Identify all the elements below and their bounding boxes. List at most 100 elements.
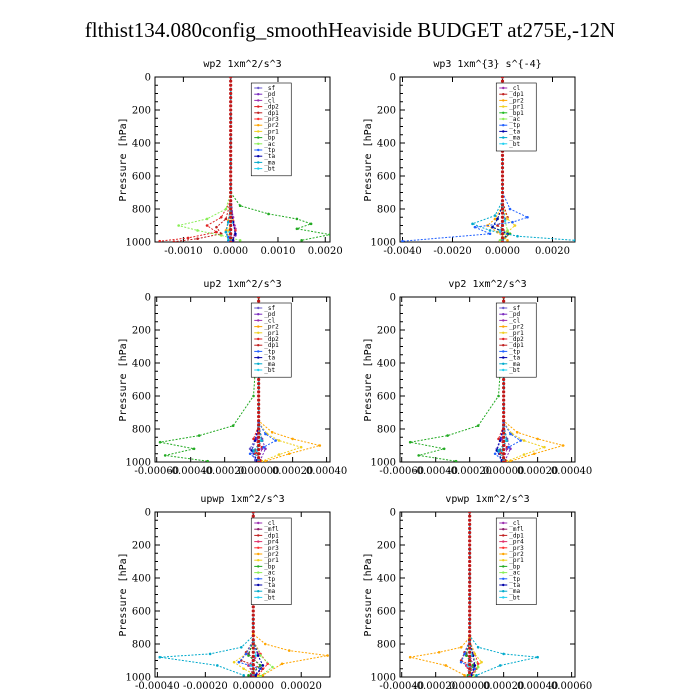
x-tick-label: 0.00000	[238, 466, 279, 477]
legend-entry: _ta	[509, 128, 520, 135]
data-point	[249, 664, 253, 667]
legend-entry: _bp1	[509, 110, 524, 117]
legend-entry: _tp	[264, 348, 275, 355]
data-point	[488, 229, 492, 232]
chart-title: up2 1xm^2/s^3	[203, 279, 281, 290]
data-point	[526, 215, 529, 219]
x-tick-label: 0.00040	[551, 466, 592, 477]
data-point	[249, 674, 253, 677]
data-point	[503, 219, 507, 222]
series-line-pr2	[410, 512, 471, 676]
legend-marker	[257, 577, 260, 580]
zero-profile-point	[502, 390, 506, 394]
zero-profile-point	[229, 182, 233, 186]
data-point	[237, 660, 241, 664]
zero-profile-point	[468, 551, 472, 555]
legend-marker	[502, 93, 505, 96]
y-tick-label: 400	[132, 359, 151, 370]
data-point	[247, 674, 250, 677]
legend-marker	[502, 528, 505, 531]
data-point	[506, 217, 509, 221]
legend-entry: _cl	[509, 317, 520, 324]
zero-profile-point	[502, 427, 506, 431]
data-point	[242, 674, 245, 677]
plot-frame	[154, 76, 331, 243]
legend-entry: _pr1	[264, 557, 279, 564]
x-tick-label: 0.00060	[551, 681, 592, 692]
x-tick-label: 0.00040	[306, 466, 347, 477]
legend-entry: _ma	[264, 588, 275, 595]
series-group	[408, 297, 565, 462]
legend-entry: _dp1	[509, 342, 524, 349]
zero-profile-point	[251, 654, 255, 658]
y-tick-label: 0	[145, 508, 151, 519]
legend-entry: _ta	[509, 582, 520, 589]
zero-profile-point	[468, 638, 472, 642]
zero-profile-point	[251, 621, 255, 625]
zero-profile-point	[500, 174, 505, 178]
zero-profile-point	[251, 605, 255, 609]
zero-profile-point	[468, 592, 472, 597]
data-point	[267, 212, 270, 216]
y-axis-label: Pressure [hPa]	[363, 552, 374, 636]
zero-profile-point	[257, 377, 261, 382]
data-point	[253, 439, 257, 442]
data-point	[497, 394, 500, 398]
legend-entry: _pr2	[264, 122, 279, 129]
legend-marker	[502, 521, 505, 525]
x-tick-label: -0.00060	[134, 466, 179, 477]
zero-profile-point	[251, 617, 255, 621]
legend-entry: _tp	[509, 576, 520, 583]
legend-entry: _ta	[264, 582, 275, 589]
legend-marker	[502, 313, 505, 316]
x-tick-label: -0.00040	[379, 681, 424, 692]
legend-marker	[257, 148, 260, 152]
data-point	[473, 652, 477, 656]
data-point	[232, 660, 236, 664]
x-tick-label: 0.00000	[483, 466, 524, 477]
data-point	[177, 224, 180, 227]
data-point	[259, 674, 262, 677]
y-tick-label: 0	[145, 73, 151, 84]
zero-profile-point	[500, 195, 505, 199]
data-point	[261, 674, 265, 677]
data-point	[437, 650, 441, 654]
data-point	[522, 439, 526, 442]
page-title: flthist134.080config_smoothHeaviside BUD…	[84, 18, 616, 42]
legend-entry: _ac	[509, 570, 520, 577]
chart-title: vpwp 1xm^2/s^3	[445, 494, 529, 505]
legend-marker	[502, 319, 505, 322]
series-group	[158, 297, 322, 462]
zero-profile-point	[468, 601, 472, 605]
zero-profile-point	[257, 386, 261, 390]
y-tick-label: 600	[377, 607, 396, 618]
data-point	[219, 215, 223, 219]
zero-profile-point	[229, 186, 233, 190]
legend-entry: _sf	[264, 85, 275, 92]
data-point	[215, 225, 218, 229]
x-tick-label: -0.00020	[202, 466, 247, 477]
data-point	[476, 424, 480, 427]
zero-profile-point	[229, 112, 233, 116]
legend-entry: _dp1	[509, 91, 524, 98]
legend-entry: _ta	[264, 355, 275, 362]
data-point	[259, 664, 262, 667]
zero-profile-point	[468, 576, 472, 580]
data-point	[287, 452, 291, 456]
data-point	[271, 665, 274, 669]
legend-marker	[502, 552, 505, 556]
legend-entry: _bt	[509, 141, 520, 148]
legend-marker	[257, 344, 260, 347]
legend-marker	[502, 546, 505, 549]
y-tick-label: 200	[377, 106, 396, 117]
legend-marker	[257, 590, 260, 593]
y-tick-label: 600	[377, 392, 396, 403]
zero-profile-point	[502, 423, 506, 427]
y-tick-label: 1000	[126, 673, 151, 684]
zero-profile-point	[229, 228, 233, 232]
y-tick-label: 200	[132, 106, 151, 117]
data-point	[502, 652, 505, 656]
zero-profile-point	[500, 223, 505, 228]
y-tick-label: 600	[132, 607, 151, 618]
data-point	[299, 445, 303, 449]
